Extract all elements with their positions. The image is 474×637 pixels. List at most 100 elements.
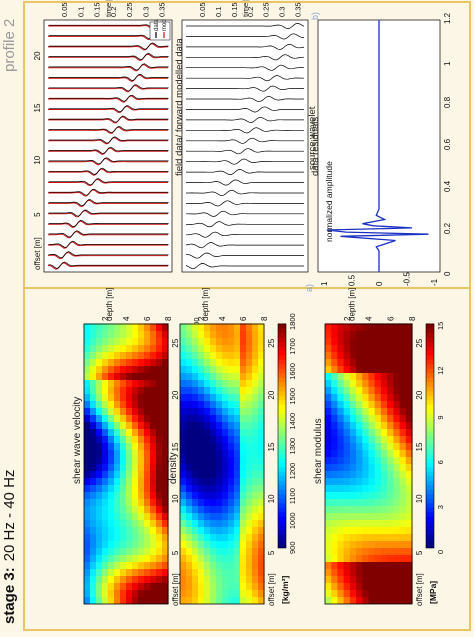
wavelet-line bbox=[326, 20, 429, 272]
colorbar-swatch bbox=[278, 498, 286, 504]
heatmap-cell bbox=[120, 400, 127, 408]
heatmap-cell bbox=[126, 512, 133, 520]
heatmap-cell bbox=[186, 435, 193, 443]
model-trace bbox=[48, 85, 168, 93]
data-trace bbox=[48, 115, 169, 123]
heatmap-cell bbox=[387, 323, 394, 331]
heatmap-cell bbox=[186, 442, 193, 450]
heatmap-cell bbox=[150, 540, 157, 548]
heatmap-cell bbox=[356, 463, 363, 471]
heatmap-cell bbox=[325, 582, 332, 590]
heatmap-cell bbox=[210, 407, 217, 415]
heatmap-cell bbox=[216, 589, 223, 597]
heatmap-cell bbox=[349, 449, 357, 457]
heatmap-cell bbox=[374, 596, 382, 604]
model-trace bbox=[48, 64, 168, 72]
heatmap-cell bbox=[252, 484, 259, 492]
colorbar-swatch bbox=[278, 399, 286, 405]
heatmap-cell bbox=[258, 323, 265, 331]
wavelet-amp-tick: 0.5 bbox=[348, 274, 357, 286]
heatmap-cell bbox=[343, 491, 351, 499]
panel-frame bbox=[181, 19, 309, 273]
heatmap-cell bbox=[222, 428, 229, 436]
heatmap-cell bbox=[180, 589, 187, 597]
heatmap-cell bbox=[405, 547, 413, 555]
heatmap-cell bbox=[387, 477, 394, 485]
heatmap-cell bbox=[192, 393, 199, 401]
heatmap-cell bbox=[198, 337, 205, 345]
heatmap-cell bbox=[186, 428, 193, 436]
heatmap-cell bbox=[399, 330, 407, 338]
heatmap-cell bbox=[405, 435, 413, 443]
heatmap-cell bbox=[144, 582, 151, 590]
heatmap-cell bbox=[210, 414, 217, 422]
heatmap-cell bbox=[198, 442, 205, 450]
heatmap-cell bbox=[349, 435, 357, 443]
heatmap-cell bbox=[343, 351, 351, 359]
data-trace bbox=[186, 33, 304, 40]
heatmap-cell bbox=[399, 519, 407, 527]
heatmap-cell bbox=[258, 463, 265, 471]
heatmap-cell bbox=[343, 379, 351, 387]
heatmap-cell bbox=[102, 491, 109, 499]
colorbar-swatch bbox=[426, 516, 434, 522]
heatmap-cell bbox=[210, 561, 217, 569]
heatmap-cell bbox=[228, 561, 235, 569]
heatmap-cell bbox=[252, 547, 259, 555]
heatmap-cell bbox=[387, 512, 394, 520]
heatmap-cell bbox=[102, 547, 109, 555]
heatmap-cell bbox=[162, 379, 169, 387]
heatmap-cell bbox=[405, 505, 413, 513]
heatmap-cell bbox=[114, 568, 121, 576]
heatmap-cell bbox=[325, 533, 332, 541]
heatmap-cell bbox=[356, 582, 363, 590]
heatmap-cell bbox=[180, 463, 187, 471]
colorbar-swatch bbox=[426, 529, 434, 535]
heatmap-cell bbox=[258, 435, 265, 443]
heatmap-cell bbox=[246, 442, 253, 450]
heatmap-cell bbox=[252, 379, 259, 387]
heatmap-cell bbox=[96, 463, 103, 471]
heatmap-cell bbox=[374, 344, 382, 352]
heatmap-cell bbox=[210, 323, 217, 331]
heatmap-cell bbox=[186, 456, 193, 464]
heatmap-cell bbox=[258, 575, 265, 583]
heatmap-cell bbox=[246, 596, 253, 604]
heatmap-cell bbox=[156, 512, 163, 520]
heatmap-cell bbox=[162, 400, 169, 408]
heatmap-cell bbox=[393, 498, 401, 506]
heatmap-cell bbox=[240, 337, 247, 345]
heatmap-cell bbox=[405, 449, 413, 457]
heatmap-cell bbox=[108, 526, 115, 534]
heatmap-cell bbox=[210, 449, 217, 457]
colorbar-swatch bbox=[426, 341, 434, 347]
heatmap-cell bbox=[240, 330, 247, 338]
heatmap-cell bbox=[325, 435, 332, 443]
heatmap-cell bbox=[368, 498, 376, 506]
heatmap-cell bbox=[337, 589, 345, 597]
heatmap-cell bbox=[108, 484, 115, 492]
heatmap-cell bbox=[180, 519, 187, 527]
heatmap-cell bbox=[126, 400, 133, 408]
heatmap-cell bbox=[216, 435, 223, 443]
heatmap-cell bbox=[204, 435, 211, 443]
heatmap-cell bbox=[144, 540, 151, 548]
heatmap-cell bbox=[192, 421, 199, 429]
heatmap-cell bbox=[210, 428, 217, 436]
heatmap-cell bbox=[108, 442, 115, 450]
heatmap-cell bbox=[356, 421, 363, 429]
heatmap-cell bbox=[162, 533, 169, 541]
heatmap-cell bbox=[186, 323, 193, 331]
heatmap-cell bbox=[198, 456, 205, 464]
heatmap-cell bbox=[90, 477, 97, 485]
heatmap-cell bbox=[132, 477, 139, 485]
heatmap-cell bbox=[144, 463, 151, 471]
heatmap-cell bbox=[210, 498, 217, 506]
heatmap-cell bbox=[150, 421, 157, 429]
heatmap-cell bbox=[216, 505, 223, 513]
heatmap-cell bbox=[240, 498, 247, 506]
heatmap-cell bbox=[337, 477, 345, 485]
heatmap-cell bbox=[356, 449, 363, 457]
heatmap-cell bbox=[222, 358, 229, 366]
heatmap-cell bbox=[150, 414, 157, 422]
